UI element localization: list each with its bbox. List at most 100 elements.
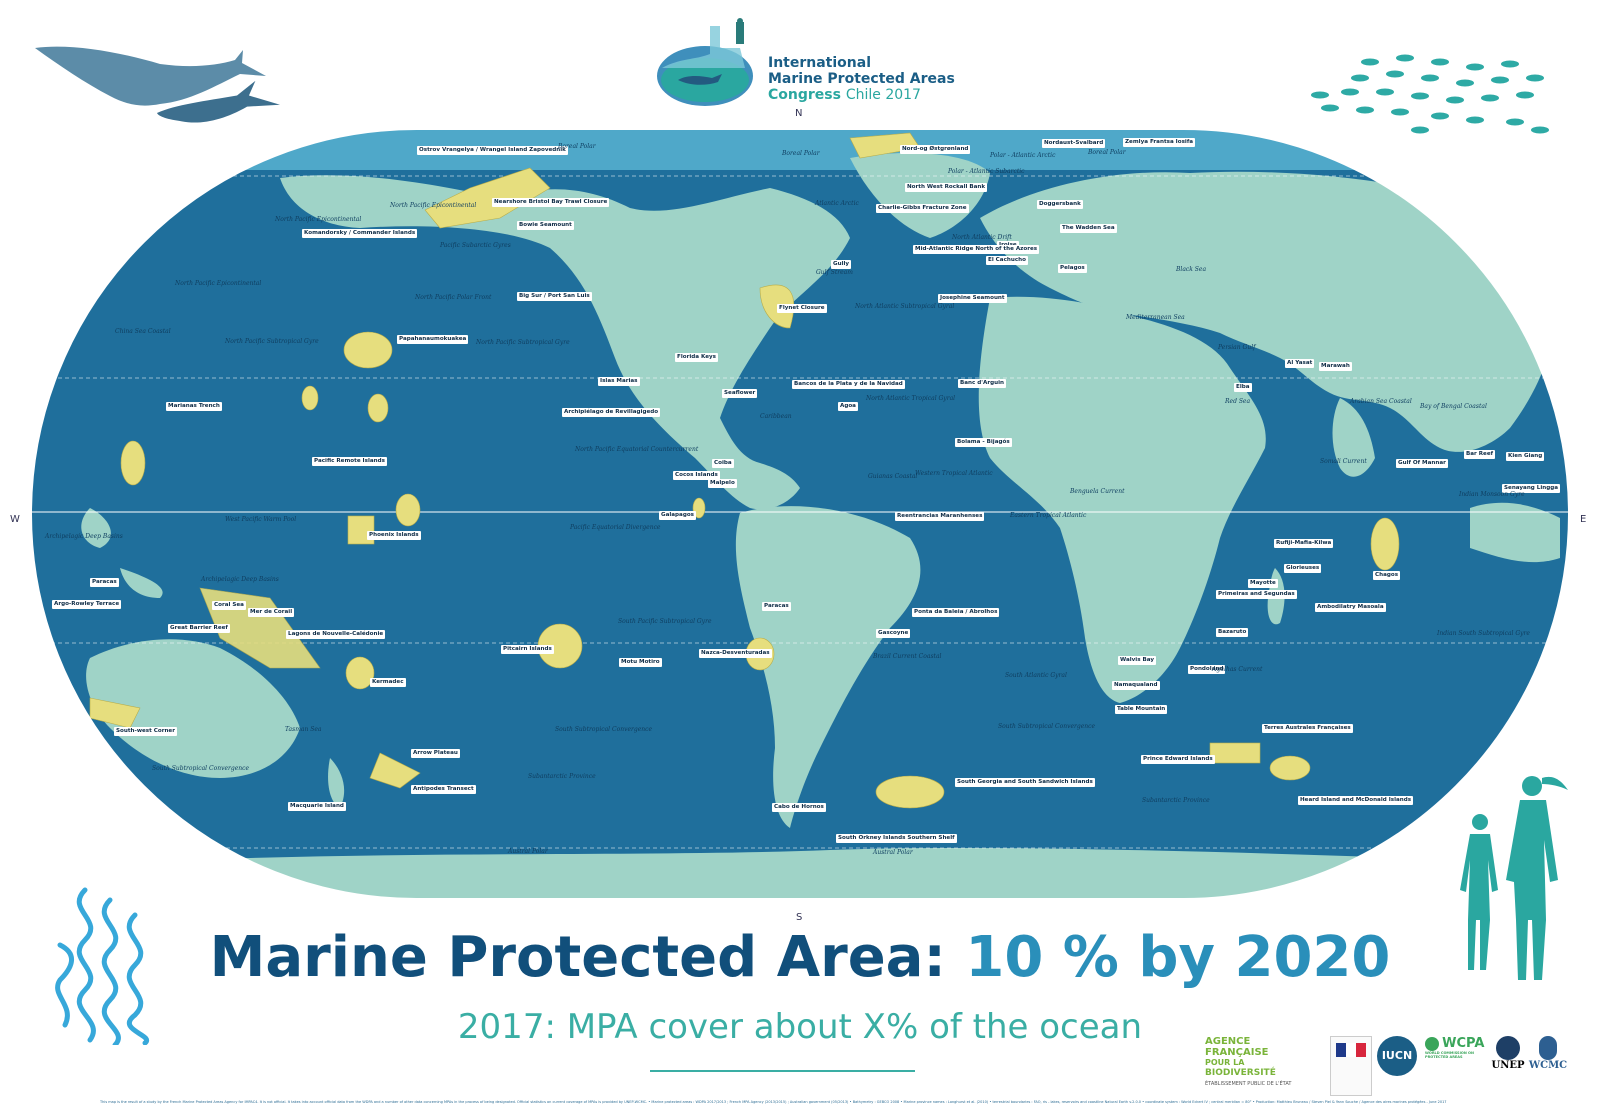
french-ministry-logo (1330, 1036, 1372, 1096)
congress-title-line1: International (768, 55, 872, 71)
ocean-label: Polar - Atlantic Subarctic (948, 168, 1025, 175)
ocean-label: Tasman Sea (285, 726, 322, 733)
map-label: Argo-Rowley Terrace (52, 600, 122, 609)
map-label: Papahanaumokuakea (397, 335, 469, 344)
map-label: Galapagos (659, 511, 697, 520)
ocean-label: Subantarctic Province (528, 773, 596, 780)
wcpa-globe-icon (1425, 1036, 1439, 1051)
ocean-label: South Subtropical Convergence (998, 723, 1096, 730)
map-label: Bancos de la Plata y de la Navidad (792, 380, 905, 389)
afb-line4: ÉTABLISSEMENT PUBLIC DE L'ÉTAT (1205, 1081, 1292, 1087)
map-label: Phoenix Islands (367, 531, 421, 540)
map-background (30, 128, 1570, 900)
map-label: North West Rockall Bank (905, 183, 988, 192)
map-label: Bazaruto (1216, 628, 1249, 637)
afb-line2: POUR LA (1205, 1058, 1245, 1067)
map-label: Kien Giang (1506, 452, 1545, 461)
afb-line3: BIODIVERSITÉ (1205, 1068, 1276, 1078)
map-label: Antipodes Transect (411, 785, 476, 794)
map-label: Nordaust-Svalbard (1042, 139, 1106, 148)
map-label: Pelagos (1058, 264, 1087, 273)
world-map: Ostrov Vrangelya / Wrangel Island Zapove… (30, 128, 1570, 900)
map-label: The Wadden Sea (1060, 224, 1117, 233)
people-illustration (1460, 776, 1568, 980)
map-label: Macquarie Island (288, 802, 346, 811)
ocean-label: Austral Polar (508, 848, 548, 855)
ocean-label: Polar - Atlantic Arctic (990, 152, 1056, 159)
ocean-label: Persian Gulf (1218, 344, 1256, 351)
map-label: Arrow Plateau (411, 749, 460, 758)
map-label: Malpelo (708, 479, 737, 488)
ocean-label: West Pacific Warm Pool (225, 516, 297, 523)
map-label: Josephine Seamount (938, 294, 1007, 303)
map-label: Coral Sea (212, 601, 246, 610)
map-label: Islas Marias (598, 377, 640, 386)
ocean-label: Arabian Sea Coastal (1350, 398, 1412, 405)
ocean-label: Boreal Polar (782, 150, 820, 157)
congress-word: Congress (768, 87, 841, 103)
ocean-label: Boreal Polar (558, 143, 596, 150)
compass-west: W (10, 514, 20, 525)
congress-title-line3: Congress Chile 2017 (768, 87, 921, 103)
map-label: Bar Reef (1464, 450, 1496, 459)
map-label: Reentrancias Maranhenses (895, 512, 985, 521)
map-label: South Orkney Islands Southern Shelf (836, 834, 957, 843)
map-label: Agoa (838, 402, 858, 411)
ocean-label: Caribbean (760, 413, 792, 420)
ocean-label: Pacific Equatorial Divergence (570, 524, 661, 531)
ocean-label: Pacific Subarctic Gyres (440, 242, 511, 249)
title-accent: 10 % by 2020 (965, 925, 1391, 990)
map-label: Nazca-Desventuradas (699, 649, 772, 658)
map-label: Glorieuses (1284, 564, 1322, 573)
map-label: Pacific Remote Islands (312, 457, 387, 466)
wcmc-label: WCMC (1528, 1060, 1568, 1071)
congress-title-line2: Marine Protected Areas (768, 71, 955, 87)
map-label: Big Sur / Port San Luis (517, 292, 592, 301)
ocean-label: South Pacific Subtropical Gyre (618, 618, 712, 625)
map-label: Pondoland (1188, 665, 1226, 674)
map-label: Motu Motiro (619, 658, 662, 667)
page-subtitle: 2017: MPA cover about X% of the ocean (457, 1007, 1143, 1047)
ocean-label: North Pacific Polar Front (415, 294, 492, 301)
map-label: Elba (1234, 383, 1252, 392)
map-label: Seaflower (722, 389, 758, 398)
congress-chile-year: Chile 2017 (845, 87, 921, 103)
map-label: Cocos Islands (673, 471, 720, 480)
ocean-label: Subantarctic Province (1142, 797, 1210, 804)
ocean-label: Western Tropical Atlantic (915, 470, 993, 477)
ocean-label: Boreal Polar (1088, 149, 1126, 156)
map-label: Senayang Lingga (1502, 484, 1561, 493)
divider (650, 1070, 915, 1072)
congress-logo: International Marine Protected Areas Con… (650, 18, 960, 108)
ocean-label: Red Sea (1225, 398, 1251, 405)
title-main: Marine Protected Area: (209, 925, 946, 990)
unep-label: UNEP (1491, 1060, 1525, 1071)
map-label: Mer de Corail (248, 608, 295, 617)
map-label: Coiba (712, 459, 734, 468)
map-label: Pitcairn Islands (501, 645, 554, 654)
map-label: Gulf Of Mannar (1396, 459, 1448, 468)
ocean-label: North Atlantic Subtropical Gyral (855, 303, 955, 310)
map-label: Gully (831, 260, 852, 269)
map-label: Paracas (90, 578, 119, 587)
map-label: Ambodilatry Masoala (1315, 603, 1386, 612)
map-label: Bowie Seamount (517, 221, 574, 230)
ocean-label: Eastern Tropical Atlantic (1010, 512, 1087, 519)
ocean-label: North Pacific Subtropical Gyre (225, 338, 319, 345)
map-label: Marawah (1319, 362, 1352, 371)
unep-logo: UNEP (1490, 1036, 1526, 1071)
map-label: Zemlya Frantsa Iosifa (1123, 138, 1196, 147)
ocean-label: North Atlantic Tropical Gyral (866, 395, 956, 402)
map-label: Mid-Atlantic Ridge North of the Azores (913, 245, 1040, 254)
map-label: South-west Corner (114, 727, 177, 736)
ocean-label: Agulhas Current (1212, 666, 1263, 673)
map-label: Table Mountain (1115, 705, 1168, 714)
ocean-label: North Pacific Epicontinental (275, 216, 362, 223)
footnote: This map is the result of a study by the… (100, 1100, 1447, 1104)
ocean-label: Bay of Bengal Coastal (1420, 403, 1487, 410)
ocean-label: Somali Current (1320, 458, 1367, 465)
map-label: Flynet Closure (777, 304, 827, 313)
wcpa-label: WCPA (1442, 1036, 1485, 1051)
map-label: Kermadec (370, 678, 406, 687)
map-label: El Cachucho (986, 256, 1028, 265)
